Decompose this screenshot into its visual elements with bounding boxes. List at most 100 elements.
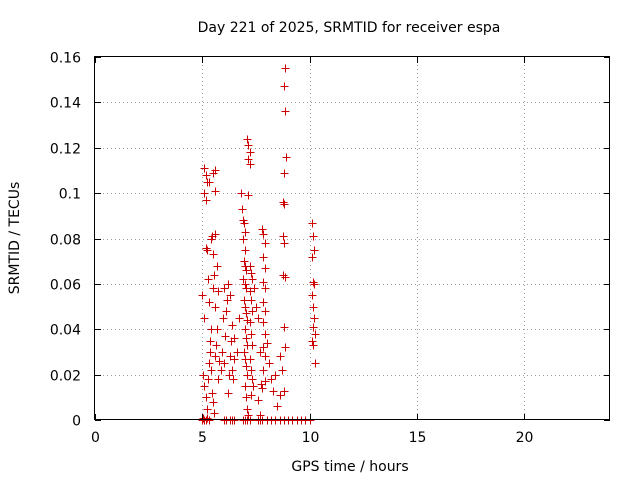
data-point bbox=[229, 375, 238, 384]
data-point bbox=[220, 284, 229, 293]
data-point bbox=[248, 375, 257, 384]
data-point bbox=[217, 366, 226, 375]
data-point bbox=[243, 135, 252, 144]
data-point bbox=[204, 275, 213, 284]
data-point bbox=[202, 196, 211, 205]
data-point bbox=[211, 187, 220, 196]
data-point bbox=[215, 357, 224, 366]
data-point bbox=[258, 225, 267, 234]
data-point bbox=[280, 82, 289, 91]
data-point bbox=[202, 171, 211, 180]
data-point bbox=[225, 371, 234, 380]
data-point bbox=[310, 280, 319, 289]
data-point bbox=[310, 314, 319, 323]
data-point bbox=[244, 411, 253, 420]
grid-layer bbox=[95, 57, 610, 420]
data-point bbox=[220, 359, 229, 368]
data-point bbox=[211, 166, 220, 175]
data-point bbox=[308, 253, 317, 262]
data-point bbox=[200, 189, 209, 198]
data-point bbox=[247, 391, 256, 400]
data-point bbox=[263, 339, 272, 348]
axes: 0 5 10 15 20 0 0.02 0.04 0.06 0.08 0.1 0.12 0.14 0.16 bbox=[50, 51, 610, 446]
data-point bbox=[271, 371, 280, 380]
x-tick-label: 15 bbox=[409, 430, 427, 446]
data-point bbox=[244, 141, 253, 150]
y-tick-label: 0.16 bbox=[50, 51, 81, 67]
data-point bbox=[309, 341, 318, 350]
data-point bbox=[211, 352, 220, 361]
data-point bbox=[281, 343, 290, 352]
chart-title: Day 221 of 2025, SRMTID for receiver esp… bbox=[198, 20, 501, 36]
data-point bbox=[246, 416, 255, 425]
data-point bbox=[261, 352, 270, 361]
data-point bbox=[269, 387, 278, 396]
data-point bbox=[233, 348, 242, 357]
data-point bbox=[246, 318, 255, 327]
data-point bbox=[280, 169, 289, 178]
data-point bbox=[276, 391, 285, 400]
data-point bbox=[242, 393, 251, 402]
data-point bbox=[205, 416, 214, 425]
data-point bbox=[252, 303, 261, 312]
data-point bbox=[281, 64, 290, 73]
data-point bbox=[250, 284, 259, 293]
data-point bbox=[309, 278, 318, 287]
data-point bbox=[211, 230, 220, 239]
data-point bbox=[203, 405, 212, 414]
data-point bbox=[259, 253, 268, 262]
data-point bbox=[237, 189, 246, 198]
data-point bbox=[223, 296, 232, 305]
data-point bbox=[228, 366, 237, 375]
y-tick-label: 0.14 bbox=[50, 96, 81, 112]
data-point bbox=[200, 314, 209, 323]
data-point bbox=[238, 205, 247, 214]
data-point bbox=[210, 271, 219, 280]
data-point bbox=[243, 371, 252, 380]
data-point bbox=[254, 314, 263, 323]
data-point bbox=[259, 343, 268, 352]
data-point bbox=[242, 334, 251, 343]
data-point bbox=[243, 405, 252, 414]
data-point bbox=[204, 375, 213, 384]
data-point bbox=[261, 330, 270, 339]
data-point bbox=[241, 280, 250, 289]
data-point bbox=[222, 307, 231, 316]
data-point bbox=[254, 396, 263, 405]
data-point bbox=[308, 291, 317, 300]
y-axis-label: SRMTID / TECUs bbox=[7, 182, 23, 295]
data-point bbox=[212, 341, 221, 350]
data-point bbox=[205, 359, 214, 368]
data-point bbox=[280, 239, 289, 248]
data-point bbox=[281, 273, 290, 282]
data-point bbox=[279, 198, 288, 207]
data-point bbox=[240, 296, 249, 305]
data-point bbox=[261, 264, 270, 273]
data-point bbox=[221, 332, 230, 341]
data-point bbox=[199, 371, 208, 380]
data-point bbox=[209, 398, 218, 407]
data-point bbox=[311, 330, 320, 339]
data-point bbox=[248, 341, 257, 350]
data-point bbox=[308, 337, 317, 346]
x-tick-label: 5 bbox=[198, 430, 207, 446]
data-point bbox=[259, 230, 268, 239]
data-point bbox=[213, 262, 222, 271]
data-point bbox=[202, 244, 211, 253]
data-point bbox=[242, 309, 251, 318]
y-tick-label: 0.1 bbox=[59, 187, 81, 203]
data-point bbox=[278, 366, 287, 375]
data-point bbox=[247, 330, 256, 339]
y-tick-label: 0.12 bbox=[50, 142, 81, 158]
x-tick-label: 20 bbox=[516, 430, 534, 446]
data-point bbox=[207, 366, 216, 375]
data-point bbox=[244, 191, 253, 200]
data-point bbox=[209, 250, 218, 259]
data-point bbox=[200, 164, 209, 173]
data-point bbox=[205, 178, 214, 187]
data-point bbox=[240, 348, 249, 357]
data-point bbox=[248, 275, 257, 284]
data-point bbox=[198, 291, 207, 300]
data-point bbox=[241, 325, 250, 334]
x-tick-label: 10 bbox=[302, 430, 320, 446]
